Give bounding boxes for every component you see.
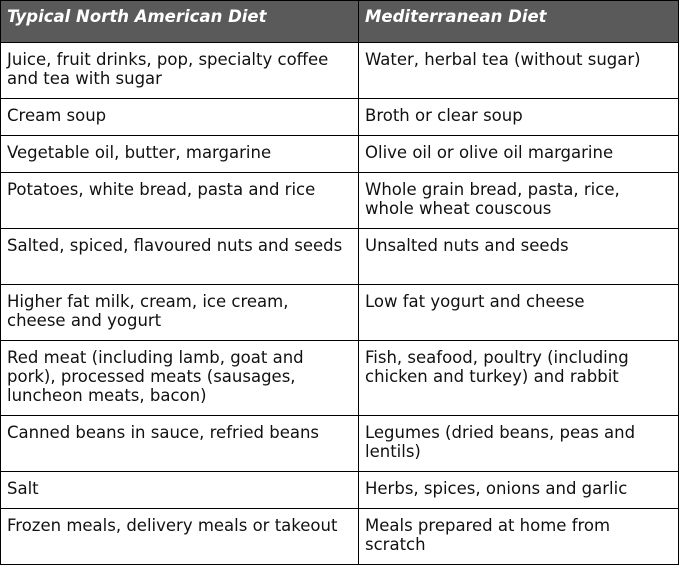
header-typical-north-american-diet: Typical North American Diet — [0, 0, 359, 43]
table-cell-typical: Frozen meals, delivery meals or takeout — [0, 508, 359, 565]
table-row: Juice, fruit drinks, pop, specialty coff… — [0, 42, 679, 99]
table-cell-mediterranean: Legumes (dried beans, peas and lentils) — [358, 415, 679, 472]
table-row: Canned beans in sauce, refried beans Leg… — [0, 415, 679, 472]
table-cell-mediterranean: Meals prepared at home from scratch — [358, 508, 679, 565]
table-cell-typical: Juice, fruit drinks, pop, specialty coff… — [0, 42, 359, 99]
table-cell-mediterranean: Unsalted nuts and seeds — [358, 228, 679, 285]
table-row: Salted, spiced, flavoured nuts and seeds… — [0, 228, 679, 285]
table-cell-mediterranean: Broth or clear soup — [358, 98, 679, 136]
table-cell-typical: Higher fat milk, cream, ice cream, chees… — [0, 284, 359, 341]
header-mediterranean-diet: Mediterranean Diet — [358, 0, 679, 43]
table-cell-mediterranean: Olive oil or olive oil margarine — [358, 135, 679, 173]
table-cell-mediterranean: Low fat yogurt and cheese — [358, 284, 679, 341]
table-cell-typical: Salt — [0, 471, 359, 509]
table-cell-mediterranean: Water, herbal tea (without sugar) — [358, 42, 679, 99]
table-cell-typical: Salted, spiced, flavoured nuts and seeds — [0, 228, 359, 285]
table-cell-mediterranean: Whole grain bread, pasta, rice, whole wh… — [358, 172, 679, 229]
table-cell-mediterranean: Fish, seafood, poultry (including chicke… — [358, 340, 679, 416]
table-cell-typical: Cream soup — [0, 98, 359, 136]
table-cell-mediterranean: Herbs, spices, onions and garlic — [358, 471, 679, 509]
table-row: Potatoes, white bread, pasta and rice Wh… — [0, 172, 679, 229]
table-header-row: Typical North American Diet Mediterranea… — [0, 0, 679, 43]
table-row: Higher fat milk, cream, ice cream, chees… — [0, 284, 679, 341]
table-row: Cream soup Broth or clear soup — [0, 98, 679, 136]
table-row: Vegetable oil, butter, margarine Olive o… — [0, 135, 679, 173]
table-cell-typical: Vegetable oil, butter, margarine — [0, 135, 359, 173]
table-row: Frozen meals, delivery meals or takeout … — [0, 508, 679, 565]
table-row: Red meat (including lamb, goat and pork)… — [0, 340, 679, 416]
table-cell-typical: Potatoes, white bread, pasta and rice — [0, 172, 359, 229]
table-cell-typical: Canned beans in sauce, refried beans — [0, 415, 359, 472]
table-row: Salt Herbs, spices, onions and garlic — [0, 471, 679, 509]
table-cell-typical: Red meat (including lamb, goat and pork)… — [0, 340, 359, 416]
